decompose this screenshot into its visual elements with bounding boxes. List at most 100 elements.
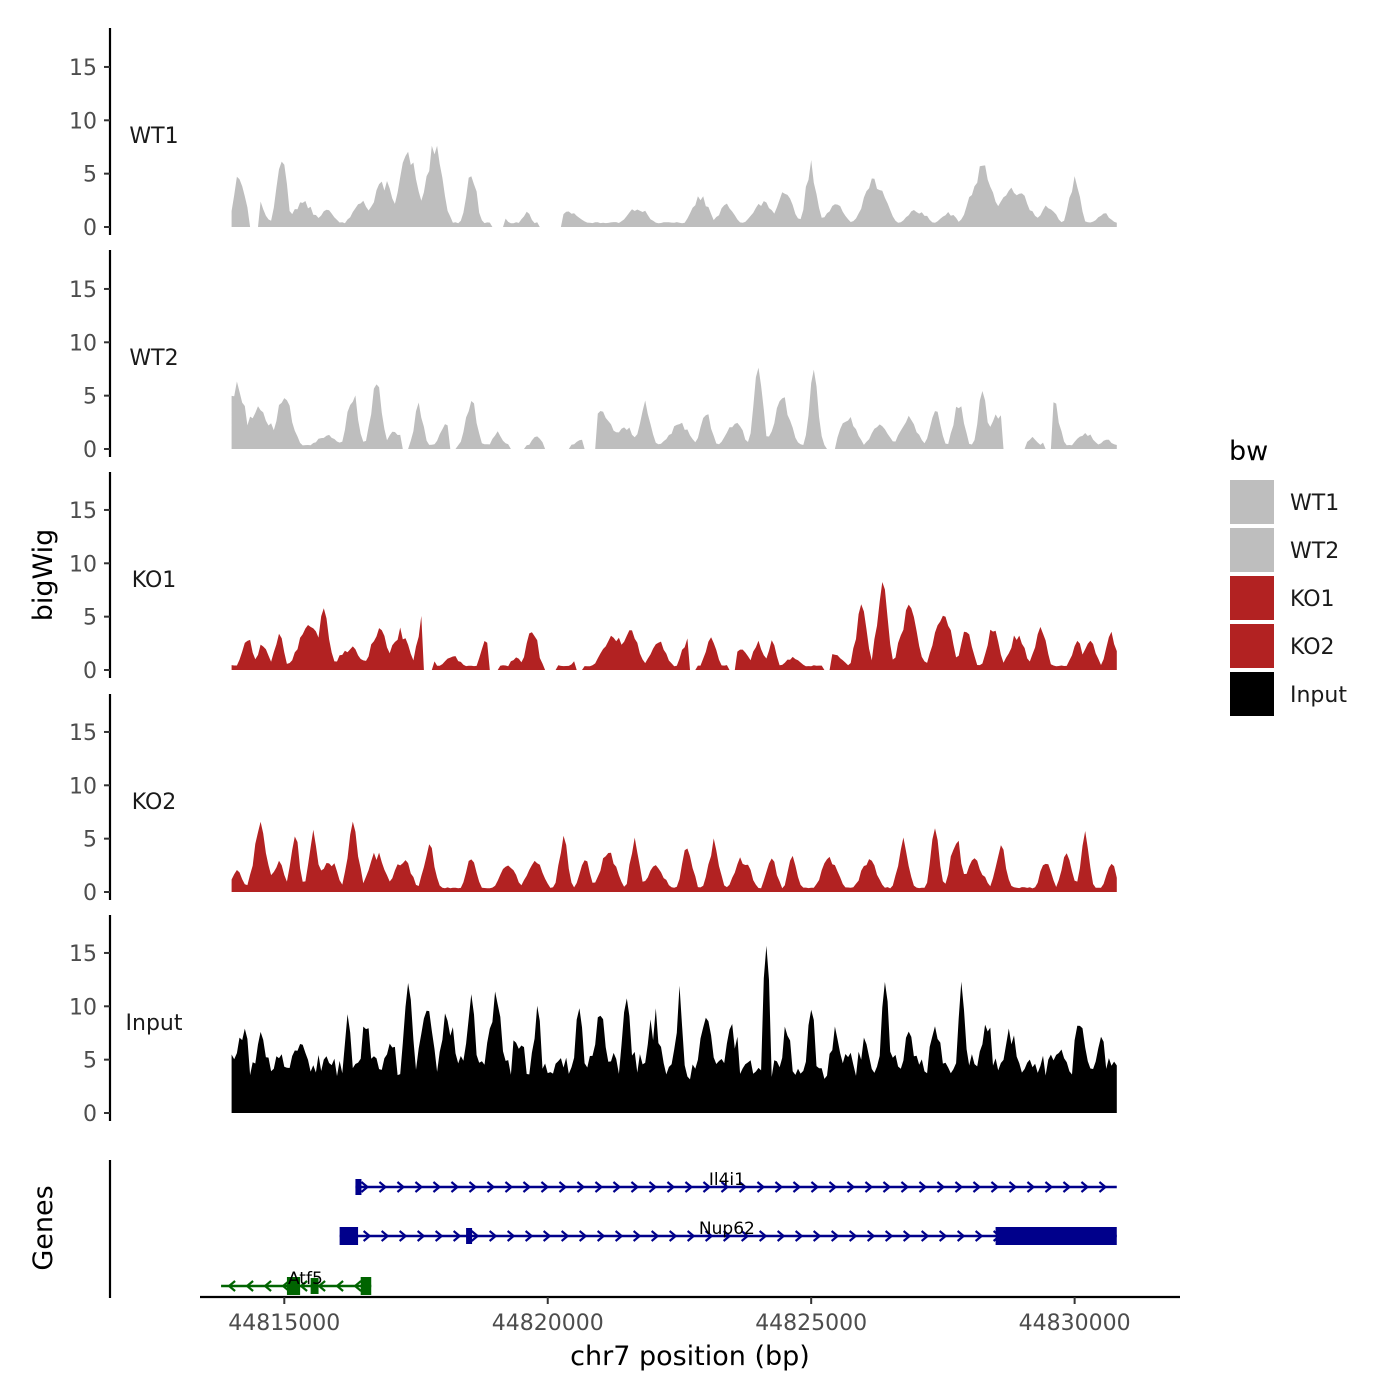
legend-swatch <box>1230 528 1274 572</box>
strand-chevron <box>596 1230 606 1242</box>
strand-chevron <box>974 1230 984 1242</box>
track-label: WT1 <box>129 124 178 149</box>
strand-chevron <box>956 1230 966 1242</box>
track-ko1: 0 5 10 15 KO1 <box>69 472 1117 684</box>
y-tick-label: 10 <box>69 995 97 1020</box>
y-axis-title: bigWig <box>28 529 59 622</box>
y-tick-label: 5 <box>83 1049 97 1074</box>
strand-chevron <box>812 1230 822 1242</box>
y-tick-label: 15 <box>69 721 97 746</box>
strand-chevron <box>704 1230 714 1242</box>
strand-chevron <box>450 1181 460 1193</box>
y-tick-label: 10 <box>69 774 97 799</box>
strand-chevron <box>1044 1181 1054 1193</box>
legend-label: KO1 <box>1290 587 1335 612</box>
strand-chevron <box>866 1230 876 1242</box>
strand-chevron <box>684 1181 694 1193</box>
strand-chevron <box>902 1230 912 1242</box>
strand-chevron <box>362 1230 372 1242</box>
strand-chevron <box>416 1230 426 1242</box>
strand-chevron <box>702 1181 712 1193</box>
y-tick-label: 0 <box>83 216 97 241</box>
legend-label: WT1 <box>1290 491 1339 516</box>
strand-chevron <box>720 1181 730 1193</box>
y-tick-label: 0 <box>83 881 97 906</box>
strand-chevron <box>378 1181 388 1193</box>
strand-chevron <box>317 1280 326 1292</box>
strand-chevron <box>686 1230 696 1242</box>
strand-chevron <box>668 1230 678 1242</box>
x-tick-label: 44825000 <box>755 1311 867 1336</box>
tracks-layer: 0 5 10 15 WT1 0 5 10 15 WT2 0 5 10 15 KO1 0 5 10 15 KO2 0 5 10… <box>69 28 1117 1127</box>
legend-swatch <box>1230 672 1274 716</box>
strand-chevron <box>353 1280 362 1292</box>
legend-label: KO2 <box>1290 635 1335 660</box>
legend-label: Input <box>1290 683 1347 708</box>
signal-area <box>231 821 1117 892</box>
strand-chevron <box>740 1230 750 1242</box>
y-tick-label: 15 <box>69 278 97 303</box>
legend-label: WT2 <box>1290 539 1339 564</box>
strand-chevron <box>432 1181 442 1193</box>
track-label: WT2 <box>129 346 178 371</box>
strand-chevron <box>666 1181 676 1193</box>
y-tick-label: 5 <box>83 163 97 188</box>
track-label: Input <box>126 1011 183 1036</box>
y-tick-label: 0 <box>83 438 97 463</box>
strand-chevron <box>522 1181 532 1193</box>
x-axis: 44815000 44820000 44825000 44830000 <box>200 1295 1180 1336</box>
x-tick-label: 44830000 <box>1019 1311 1131 1336</box>
strand-chevron <box>380 1230 390 1242</box>
strand-chevron <box>560 1230 570 1242</box>
strand-chevron <box>1062 1181 1072 1193</box>
track-wt2: 0 5 10 15 WT2 <box>69 250 1117 463</box>
x-tick-label: 44815000 <box>228 1311 340 1336</box>
y-tick-label: 15 <box>69 56 97 81</box>
gene-il4i1: Il4i1 <box>355 1170 1117 1195</box>
strand-chevron <box>578 1230 588 1242</box>
strand-chevron <box>882 1181 892 1193</box>
strand-chevron <box>452 1230 462 1242</box>
genes-axis-title: Genes <box>28 1185 59 1270</box>
track-ko2: 0 5 10 15 KO2 <box>69 694 1117 906</box>
y-tick-label: 5 <box>83 385 97 410</box>
strand-chevron <box>245 1280 254 1292</box>
strand-chevron <box>884 1230 894 1242</box>
strand-chevron <box>650 1230 660 1242</box>
strand-chevron <box>576 1181 586 1193</box>
gene-label: Atf5 <box>288 1269 323 1289</box>
track-wt1: 0 5 10 15 WT1 <box>69 28 1117 241</box>
strand-chevron <box>558 1181 568 1193</box>
legend-swatch <box>1230 576 1274 620</box>
strand-chevron <box>594 1181 604 1193</box>
strand-chevron <box>648 1181 658 1193</box>
y-tick-label: 15 <box>69 942 97 967</box>
strand-chevron <box>1008 1181 1018 1193</box>
strand-chevron <box>848 1230 858 1242</box>
strand-chevron <box>542 1230 552 1242</box>
legend-title: bw <box>1229 436 1268 467</box>
strand-chevron <box>299 1280 308 1292</box>
strand-chevron <box>1098 1181 1108 1193</box>
genes-layer: Il4i1 Nup62 Atf5 <box>108 1160 1117 1298</box>
strand-chevron <box>468 1181 478 1193</box>
strand-chevron <box>756 1181 766 1193</box>
x-axis-title: chr7 position (bp) <box>570 1341 810 1372</box>
strand-chevron <box>1026 1181 1036 1193</box>
strand-chevron <box>414 1181 424 1193</box>
strand-chevron <box>722 1230 732 1242</box>
strand-chevron <box>794 1230 804 1242</box>
track-label: KO1 <box>132 568 177 593</box>
signal-area <box>231 945 1117 1113</box>
legend: bw WT1 WT2 KO1 KO2 Input <box>1229 436 1347 716</box>
strand-chevron <box>920 1230 930 1242</box>
exon <box>360 1277 372 1295</box>
gene-label: Nup62 <box>699 1219 755 1239</box>
strand-chevron <box>846 1181 856 1193</box>
strand-chevron <box>630 1181 640 1193</box>
y-tick-label: 10 <box>69 109 97 134</box>
y-tick-label: 10 <box>69 552 97 577</box>
signal-area <box>231 145 1117 227</box>
strand-chevron <box>612 1181 622 1193</box>
strand-chevron <box>792 1181 802 1193</box>
